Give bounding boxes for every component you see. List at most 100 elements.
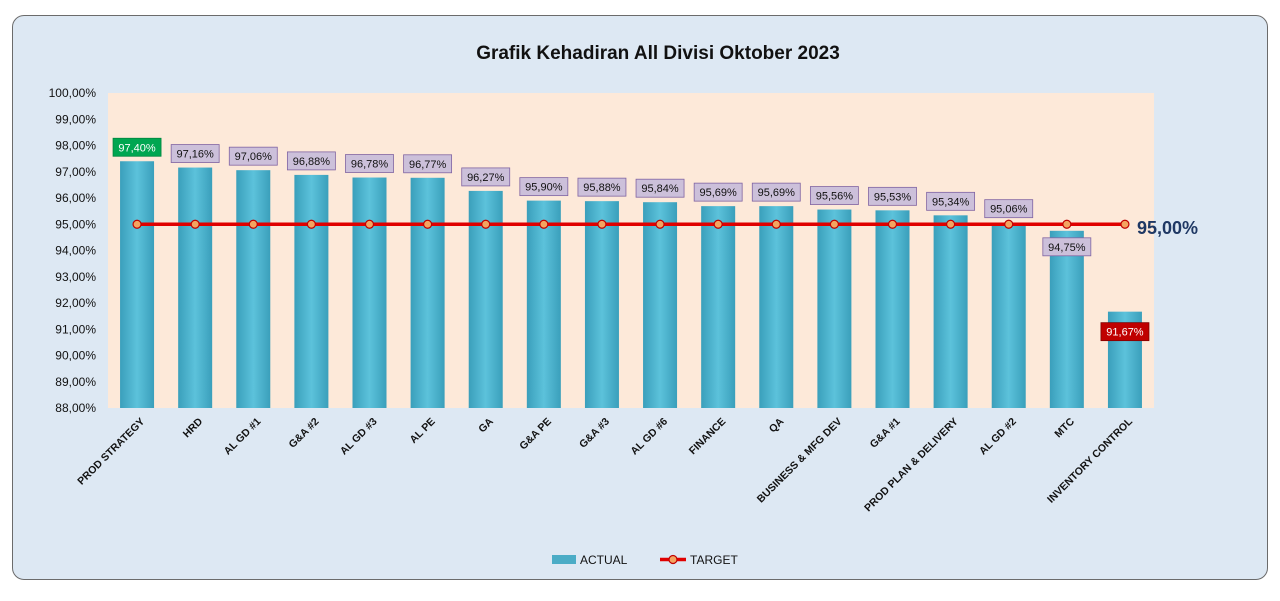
- y-axis: 88,00% 89,00% 90,00% 91,00% 92,00% 93,00% 94,0…: [49, 86, 97, 415]
- y-tick-label: 95,00%: [55, 217, 96, 231]
- bar: [701, 206, 736, 408]
- data-label: 97,40%: [118, 142, 156, 154]
- bar: [178, 167, 213, 408]
- bar: [410, 177, 445, 408]
- data-label: 95,34%: [932, 196, 970, 208]
- target-marker: [190, 219, 200, 229]
- data-label: 96,27%: [467, 172, 505, 184]
- target-marker: [887, 219, 898, 229]
- chart-title: Grafik Kehadiran All Divisi Oktober 2023: [476, 43, 840, 64]
- bar: [584, 201, 619, 408]
- x-tick-label: G&A #2: [286, 416, 321, 451]
- data-label: 95,69%: [758, 187, 796, 199]
- target-marker: [1120, 219, 1130, 229]
- data-label: 97,06%: [235, 151, 273, 163]
- target-marker: [423, 219, 433, 229]
- y-tick-label: 88,00%: [55, 401, 96, 415]
- bar: [1049, 230, 1084, 408]
- data-label: 96,77%: [409, 159, 447, 171]
- legend-label-actual: ACTUAL: [580, 553, 628, 567]
- bar: [236, 170, 271, 408]
- data-label-box: [112, 137, 162, 157]
- data-label: 95,84%: [641, 183, 679, 195]
- x-tick-label: GA: [476, 415, 496, 435]
- y-tick-label: 91,00%: [55, 322, 96, 336]
- data-label-box: [809, 186, 859, 205]
- x-tick-label: FINANCE: [687, 416, 728, 457]
- bar: [759, 206, 794, 408]
- x-tick-label: G&A #3: [577, 416, 612, 451]
- target-marker: [829, 219, 839, 229]
- legend: ACTUAL TARGET: [552, 553, 738, 567]
- data-label-box: [926, 191, 976, 211]
- y-tick-label: 96,00%: [55, 191, 96, 205]
- x-tick-label: AL GD #3: [338, 416, 380, 458]
- x-axis-labels: PROD STRATEGY HRD AL GD #1 G&A #2 AL GD #3 AL…: [75, 415, 1135, 514]
- bar: [643, 202, 678, 408]
- data-label-box: [693, 182, 743, 202]
- target-marker: [946, 219, 956, 229]
- data-label: 94,75%: [1048, 242, 1086, 254]
- target-marker: [248, 219, 258, 229]
- bar: [933, 215, 968, 408]
- data-label: 95,56%: [816, 191, 854, 203]
- bar: [352, 177, 387, 408]
- plot-area: [108, 93, 1154, 408]
- x-tick-label: PROD STRATEGY: [75, 416, 147, 488]
- bar: [526, 200, 561, 408]
- data-label-box: [403, 154, 453, 174]
- bar: [120, 161, 155, 408]
- data-label-box: [519, 177, 569, 197]
- y-tick-label: 99,00%: [55, 112, 96, 126]
- y-tick-label: 100,00%: [49, 86, 97, 100]
- x-tick-label: G&A PE: [517, 416, 554, 453]
- data-label-box: [635, 178, 685, 198]
- data-label-box: [170, 144, 220, 163]
- data-label: 97,16%: [177, 149, 215, 161]
- data-label-box: [984, 199, 1034, 219]
- x-tick-label: G&A #1: [868, 416, 903, 451]
- data-label: 96,78%: [351, 159, 389, 171]
- data-label-box: [345, 154, 394, 173]
- bar: [294, 174, 329, 408]
- data-label: 95,88%: [583, 182, 621, 194]
- bar: [991, 222, 1026, 408]
- data-label-box: [577, 177, 627, 197]
- data-label-box: [228, 146, 278, 166]
- target-marker: [655, 219, 665, 229]
- target-marker: [1004, 219, 1014, 229]
- target-marker: [306, 219, 316, 229]
- target-marker: [481, 219, 491, 229]
- data-labels: 97,40% 97,16% 97,06% 96,88% 96,78% 96,77% 96,2…: [112, 137, 1150, 342]
- data-label-box: [1042, 237, 1092, 257]
- x-tick-label: HRD: [181, 415, 206, 440]
- data-label-box: [868, 186, 917, 206]
- target-marker: [713, 219, 723, 229]
- y-tick-label: 89,00%: [55, 375, 96, 389]
- target-series: [132, 219, 1130, 229]
- target-marker: [771, 219, 781, 229]
- target-value-label: 95,00%: [1137, 218, 1198, 238]
- x-tick-label: AL GD #1: [222, 416, 264, 458]
- data-label: 95,90%: [525, 182, 563, 194]
- y-tick-label: 94,00%: [55, 244, 96, 258]
- x-tick-label: MTC: [1052, 415, 1077, 440]
- data-label: 95,06%: [990, 204, 1028, 216]
- legend-swatch-actual: [552, 555, 576, 564]
- y-tick-label: 93,00%: [55, 270, 96, 284]
- target-marker: [539, 219, 549, 229]
- data-label: 91,67%: [1106, 327, 1144, 339]
- target-marker: [1062, 219, 1072, 229]
- data-label: 95,69%: [700, 187, 738, 199]
- y-tick-label: 98,00%: [55, 139, 96, 153]
- bar: [817, 209, 852, 408]
- x-tick-label: AL PE: [408, 416, 438, 446]
- bar: [875, 210, 910, 408]
- data-label-box: [461, 167, 511, 187]
- data-label-box: [751, 182, 801, 202]
- target-marker: [364, 219, 375, 229]
- target-marker: [597, 219, 607, 229]
- data-label-box: [286, 151, 336, 171]
- bar-series: [120, 161, 1142, 408]
- x-tick-label: AL GD #6: [628, 416, 670, 458]
